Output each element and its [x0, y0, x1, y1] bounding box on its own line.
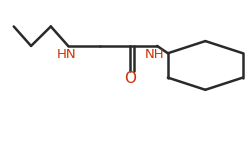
Text: NH: NH	[145, 48, 165, 61]
Text: O: O	[124, 71, 136, 86]
Text: HN: HN	[57, 48, 77, 61]
